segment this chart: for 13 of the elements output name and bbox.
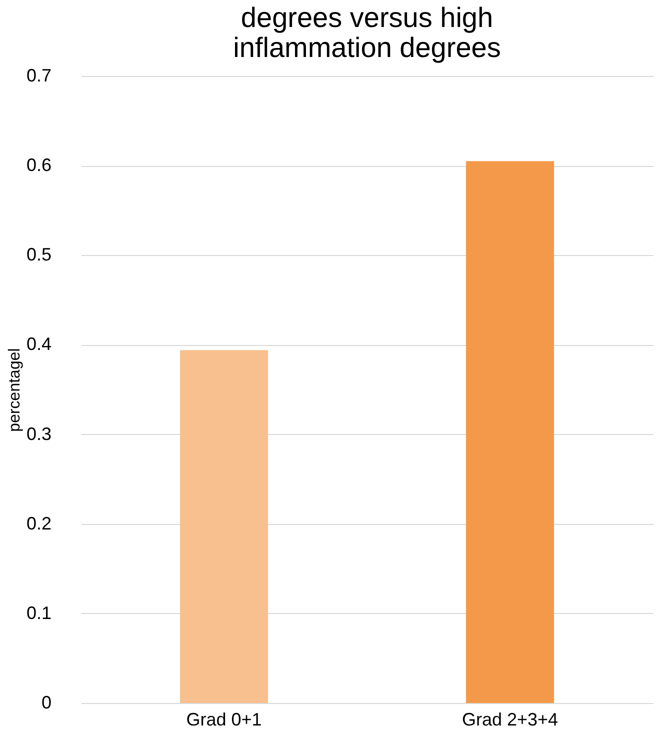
y-tick-label: 0 (41, 692, 52, 712)
y-tick-label: 0.3 (26, 424, 52, 444)
x-tick-label: Grad 2+3+4 (462, 710, 558, 730)
text: degrees versus high (240, 2, 494, 33)
y-tick-label: 0.5 (26, 244, 52, 265)
x-tick-label: Grad 0+1 (186, 710, 262, 730)
y-tick-label: 0.7 (26, 66, 52, 86)
text: inflammation degrees (233, 32, 501, 63)
y-tick-label: 0.4 (26, 334, 52, 354)
y-tick-label: 0.1 (26, 602, 52, 623)
y-axis-title: percentagel (6, 348, 24, 432)
y-tick-label: 0.2 (26, 513, 52, 534)
y-tick-label: 0.6 (26, 155, 52, 176)
